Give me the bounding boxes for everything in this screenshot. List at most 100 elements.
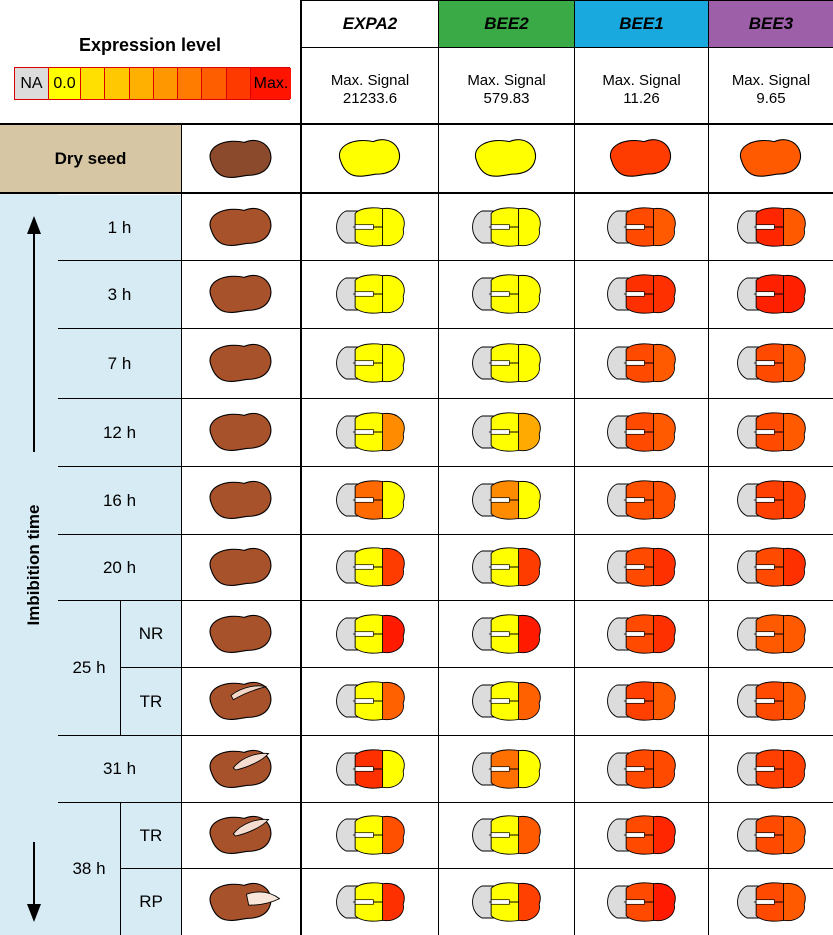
embryo-expression-bee2: [472, 207, 541, 247]
embryo-expression-bee3: [736, 412, 806, 452]
dry-seed-image: [209, 139, 272, 178]
time-label: TR: [121, 803, 181, 868]
max-signal-expa2: Max. Signal 21233.6: [302, 60, 438, 120]
embryo-expression-bee3: [736, 748, 806, 789]
max-signal-bee1: Max. Signal 11.26: [575, 60, 708, 120]
time-group-label: 25 h: [58, 601, 120, 735]
grid-vline: [181, 123, 182, 935]
grid-hline: [58, 398, 833, 399]
embryo-expression-bee3: [736, 343, 806, 383]
max-signal-label: Max. Signal: [330, 72, 410, 89]
embryo-expression-expa2: [335, 748, 405, 789]
gene-header-bee2: BEE2: [439, 1, 574, 48]
grid-vline: [120, 600, 121, 735]
grid-hline: [58, 260, 833, 261]
seed-image: [209, 749, 272, 788]
embryo-expression-expa2: [335, 274, 405, 314]
dry-seed-expression-bee1: [609, 139, 671, 177]
grid-hline: [301, 0, 833, 1]
time-label: 12 h: [58, 399, 181, 466]
embryo-expression-bee1: [607, 748, 676, 789]
embryo-expression-expa2: [335, 815, 405, 855]
embryo-expression-bee3: [736, 274, 806, 314]
embryo-expression-bee1: [607, 480, 676, 520]
legend-title: Expression level: [78, 34, 222, 55]
max-signal-value: 9.65: [756, 90, 786, 107]
max-signal-bee2: Max. Signal 579.83: [439, 60, 574, 120]
legend-step: [105, 68, 130, 99]
embryo-expression-bee3: [736, 881, 806, 922]
grid-vline: [438, 0, 439, 935]
embryo-expression-expa2: [335, 207, 405, 247]
embryo-expression-bee1: [607, 343, 676, 383]
time-label: 3 h: [58, 261, 181, 328]
imbibition-axis-arrow: [27, 216, 41, 922]
embryo-expression-bee2: [472, 343, 541, 383]
time-label: 16 h: [58, 467, 181, 534]
embryo-expression-bee3: [736, 547, 806, 587]
grid-hline: [58, 802, 833, 803]
embryo-expression-bee2: [472, 815, 541, 855]
grid-vline: [708, 0, 709, 935]
embryo-expression-expa2: [335, 343, 405, 383]
max-signal-value: 11.26: [623, 90, 660, 107]
embryo-expression-bee1: [607, 207, 676, 247]
embryo-expression-bee1: [607, 547, 676, 587]
max-signal-label: Max. Signal: [731, 72, 811, 89]
time-label: TR: [121, 668, 181, 735]
embryo-expression-bee1: [607, 274, 676, 314]
embryo-expression-bee3: [736, 815, 806, 855]
max-signal-bee3: Max. Signal 9.65: [709, 60, 833, 120]
legend-colorbar: NA 0.0 Max.: [14, 67, 291, 100]
embryo-expression-bee2: [472, 547, 541, 587]
seed-image: [209, 882, 281, 921]
imbibition-axis-panel: [0, 194, 58, 935]
embryo-expression-expa2: [335, 547, 405, 587]
legend-max-box: Max.: [251, 68, 291, 99]
time-label: 1 h: [58, 195, 181, 260]
max-signal-value: 21233.6: [342, 90, 398, 107]
seed-image: [209, 547, 272, 586]
grid-hline: [58, 600, 833, 601]
legend-step: [153, 68, 179, 99]
embryo-expression-bee3: [736, 681, 806, 721]
embryo-expression-bee2: [472, 274, 541, 314]
embryo-expression-bee1: [607, 881, 676, 922]
legend-min-box: 0.0: [49, 68, 81, 99]
embryo-expression-expa2: [335, 681, 405, 721]
embryo-expression-bee2: [472, 681, 541, 721]
grid-vline: [300, 0, 302, 935]
max-signal-label: Max. Signal: [467, 72, 546, 89]
time-label: 20 h: [58, 535, 181, 600]
embryo-expression-bee2: [472, 480, 541, 520]
embryo-expression-bee3: [736, 480, 806, 520]
grid-vline: [574, 0, 575, 935]
seed-image: [209, 480, 272, 519]
seed-image: [209, 343, 272, 382]
gene-header-bee1: BEE1: [575, 1, 708, 48]
embryo-expression-bee1: [607, 815, 676, 855]
embryo-expression-bee2: [472, 881, 541, 922]
gene-header-bee3: BEE3: [709, 1, 833, 48]
grid-hline: [120, 868, 833, 869]
legend-step: [81, 68, 106, 99]
embryo-expression-bee2: [472, 748, 541, 789]
gene-header-expa2: EXPA2: [302, 1, 438, 48]
embryo-expression-expa2: [335, 613, 405, 654]
imbibition-axis-label: Imbibition time: [24, 504, 43, 626]
embryo-expression-bee3: [736, 613, 806, 654]
grid-hline: [58, 534, 833, 535]
embryo-expression-expa2: [335, 881, 405, 922]
legend-na-box: NA: [15, 68, 49, 99]
embryo-expression-bee2: [472, 412, 541, 452]
legend-step: [129, 68, 154, 99]
max-signal-value: 579.83: [483, 90, 530, 107]
grid-hline: [120, 667, 833, 668]
seed-image: [209, 681, 272, 720]
dry-seed-label: Dry seed: [0, 125, 181, 192]
grid-hline: [58, 466, 833, 467]
time-label: RP: [121, 869, 181, 935]
seed-image: [209, 412, 272, 451]
embryo-expression-bee1: [607, 681, 676, 721]
grid-hline: [0, 123, 833, 125]
